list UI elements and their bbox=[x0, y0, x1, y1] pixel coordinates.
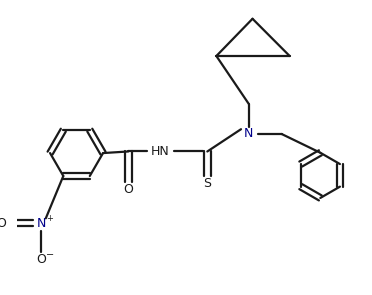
Text: S: S bbox=[203, 177, 211, 190]
Text: O: O bbox=[123, 183, 133, 196]
Text: −: − bbox=[45, 250, 54, 260]
Text: N: N bbox=[36, 217, 46, 230]
Text: O: O bbox=[36, 253, 46, 266]
Text: N: N bbox=[244, 127, 253, 140]
Text: O: O bbox=[0, 217, 6, 230]
Text: HN: HN bbox=[151, 145, 170, 158]
Text: +: + bbox=[46, 214, 53, 223]
